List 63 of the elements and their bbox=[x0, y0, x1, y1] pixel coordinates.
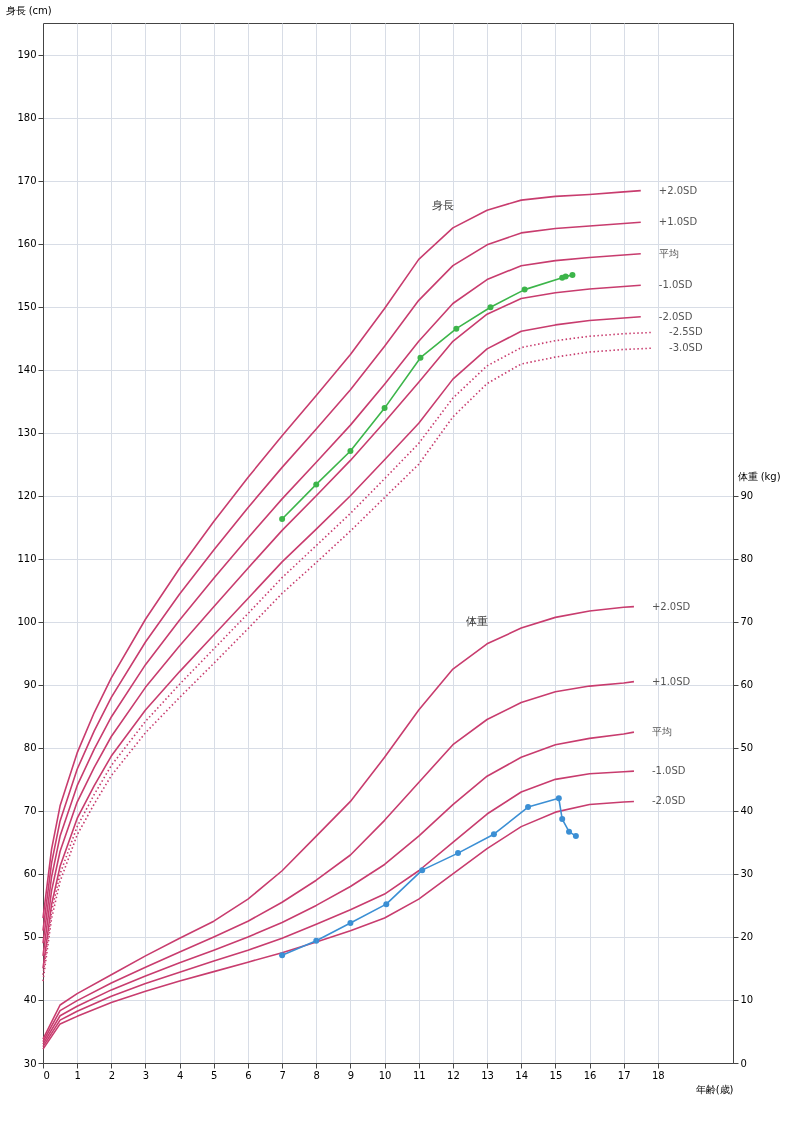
y-tick-label: 90 bbox=[23, 679, 37, 691]
series-label: -2.5SD bbox=[669, 326, 703, 338]
y-tick-label: 50 bbox=[23, 931, 37, 943]
y2-tick-label: 10 bbox=[740, 994, 754, 1006]
y2-tick-label: 40 bbox=[740, 805, 754, 817]
y2-axis-title: 体重 (kg) bbox=[737, 471, 781, 483]
series-label: -2.0SD bbox=[651, 795, 686, 807]
series-label: 平均 bbox=[651, 726, 672, 738]
annotation: 身長 bbox=[431, 198, 454, 212]
series-label: +2.0SD bbox=[651, 600, 691, 612]
y-tick-label: 40 bbox=[23, 994, 37, 1006]
y2-tick-label: 50 bbox=[740, 742, 754, 754]
y-tick-label: 60 bbox=[23, 868, 37, 880]
x-tick-label: 6 bbox=[245, 1069, 252, 1081]
x-tick-label: 10 bbox=[378, 1069, 392, 1081]
y-tick-label: 150 bbox=[17, 301, 37, 313]
series-label: -3.0SD bbox=[669, 342, 703, 354]
y2-tick-label: 90 bbox=[740, 490, 754, 502]
x-tick-label: 11 bbox=[412, 1069, 426, 1081]
y-tick-label: 130 bbox=[17, 427, 37, 439]
x-tick-label: 3 bbox=[142, 1069, 150, 1081]
y2-tick-label: 0 bbox=[740, 1057, 747, 1069]
series-label: +2.0SD bbox=[658, 184, 698, 196]
x-tick-label: 9 bbox=[347, 1069, 355, 1081]
series-label: -1.0SD bbox=[658, 279, 693, 291]
y-axis-title: 身長 (cm) bbox=[5, 4, 52, 16]
x-tick-label: 15 bbox=[549, 1069, 563, 1081]
series-label: +1.0SD bbox=[658, 216, 698, 228]
y-tick-label: 120 bbox=[17, 490, 37, 502]
y-tick-label: 190 bbox=[17, 49, 37, 61]
y2-tick-label: 70 bbox=[740, 616, 754, 628]
x-tick-label: 0 bbox=[43, 1069, 50, 1081]
x-tick-label: 16 bbox=[583, 1069, 597, 1081]
series-label: -1.0SD bbox=[651, 765, 686, 777]
x-tick-label: 12 bbox=[447, 1069, 460, 1081]
y-tick-label: 140 bbox=[17, 364, 37, 376]
x-tick-label: 8 bbox=[313, 1069, 320, 1081]
series-label: -2.0SD bbox=[658, 310, 693, 322]
y-tick-label: 100 bbox=[17, 616, 37, 628]
y-tick-label: 70 bbox=[23, 805, 37, 817]
series-label: 平均 bbox=[658, 247, 679, 259]
x-tick-label: 5 bbox=[211, 1069, 218, 1081]
x-tick-label: 2 bbox=[108, 1069, 115, 1081]
y2-tick-label: 20 bbox=[740, 931, 754, 943]
y2-tick-label: 80 bbox=[740, 553, 754, 565]
series-label: +1.0SD bbox=[651, 675, 691, 687]
y-tick-label: 180 bbox=[17, 112, 37, 124]
y-tick-label: 110 bbox=[17, 553, 37, 565]
x-tick-label: 4 bbox=[176, 1069, 184, 1081]
x-tick-label: 14 bbox=[515, 1069, 529, 1081]
y-tick-label: 80 bbox=[23, 742, 37, 754]
y2-tick-label: 60 bbox=[740, 679, 754, 691]
annotation: 体重 bbox=[466, 614, 489, 628]
x-tick-label: 17 bbox=[617, 1069, 631, 1081]
y2-tick-label: 30 bbox=[740, 868, 754, 880]
y-tick-label: 30 bbox=[23, 1057, 37, 1069]
x-tick-label: 18 bbox=[651, 1069, 665, 1081]
x-tick-label: 13 bbox=[481, 1069, 494, 1081]
y-tick-label: 170 bbox=[17, 175, 37, 187]
x-tick-label: 7 bbox=[279, 1069, 286, 1081]
x-axis-title: 年齢(歳) bbox=[695, 1083, 734, 1095]
y-tick-label: 160 bbox=[17, 238, 37, 250]
x-tick-label: 1 bbox=[74, 1069, 81, 1081]
